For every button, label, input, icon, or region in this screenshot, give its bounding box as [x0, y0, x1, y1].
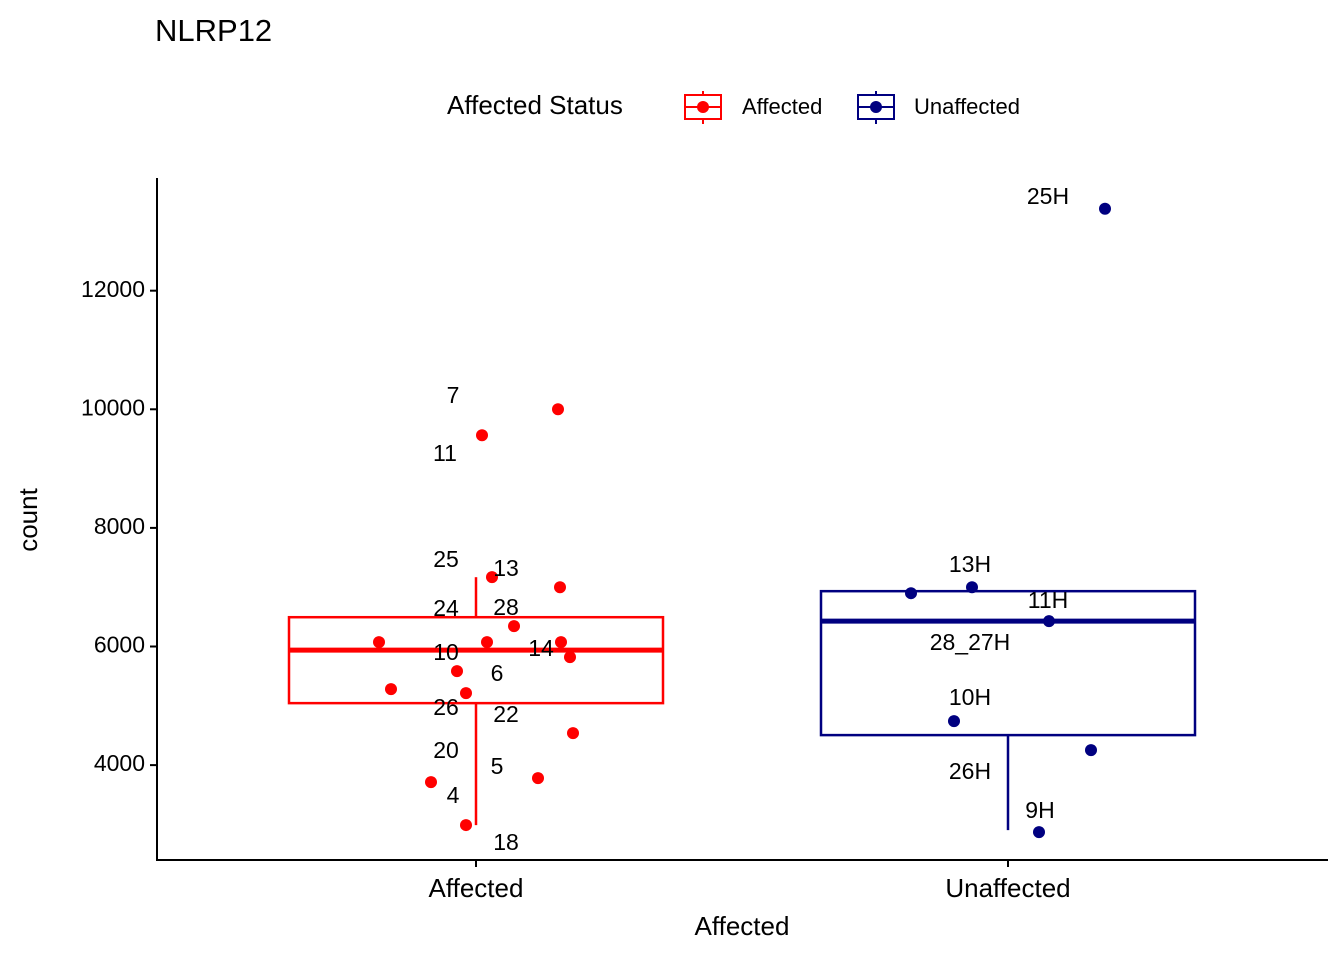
point: [1099, 202, 1111, 215]
point: [486, 571, 498, 584]
point: [905, 587, 917, 600]
point-label: 25H: [1027, 183, 1069, 209]
point: [564, 651, 576, 664]
chart-title: NLRP12: [155, 13, 272, 48]
point-label: 20: [433, 737, 459, 763]
legend-title: Affected Status: [447, 90, 623, 120]
point-label: 28_27H: [930, 629, 1011, 655]
point-label: 4: [447, 782, 460, 808]
point: [460, 687, 472, 700]
point: [460, 819, 472, 832]
point-label: 10: [433, 639, 459, 665]
point-label: 6: [491, 660, 504, 686]
point: [567, 727, 579, 740]
point: [966, 581, 978, 594]
point: [373, 636, 385, 649]
legend-label: Unaffected: [914, 94, 1020, 119]
point-label: 26: [433, 694, 459, 720]
point-label: 26H: [949, 758, 991, 784]
y-tick-label: 4000: [94, 750, 145, 776]
point-label: 14: [528, 635, 554, 661]
point-label: 7: [447, 382, 460, 408]
point: [1033, 826, 1045, 839]
y-axis-title: count: [13, 487, 43, 551]
legend-key-point: [697, 101, 709, 113]
point: [532, 772, 544, 785]
point-label: 5: [491, 753, 504, 779]
point-label: 25: [433, 546, 459, 572]
x-tick-label: Unaffected: [945, 873, 1070, 903]
point: [1085, 744, 1097, 757]
y-tick-label: 8000: [94, 513, 145, 539]
point: [476, 429, 488, 442]
point: [385, 683, 397, 696]
point: [425, 776, 437, 789]
point: [1043, 615, 1055, 628]
y-tick-label: 6000: [94, 632, 145, 658]
point-label: 22: [493, 701, 519, 727]
point-label: 13: [493, 555, 519, 581]
legend-key-point: [870, 101, 882, 113]
point-label: 18: [493, 829, 519, 855]
point-label: 10H: [949, 684, 991, 710]
point-label: 24: [433, 595, 459, 621]
y-tick-label: 12000: [81, 276, 145, 302]
x-tick-label: Affected: [429, 873, 524, 903]
point-label: 11: [433, 440, 457, 466]
legend-label: Affected: [742, 94, 822, 119]
box: [819, 589, 1197, 737]
point-label: 11H: [1028, 587, 1069, 613]
point: [555, 636, 567, 649]
point: [552, 403, 564, 416]
box: [287, 615, 665, 705]
point: [451, 665, 463, 678]
x-axis-title: Affected: [695, 911, 790, 941]
point: [554, 581, 566, 594]
point-label: 13H: [949, 551, 991, 577]
point: [948, 715, 960, 728]
point-label: 28: [493, 594, 519, 620]
y-tick-label: 10000: [81, 394, 145, 420]
point: [481, 636, 493, 649]
point-label: 9H: [1025, 797, 1054, 823]
point: [508, 620, 520, 633]
